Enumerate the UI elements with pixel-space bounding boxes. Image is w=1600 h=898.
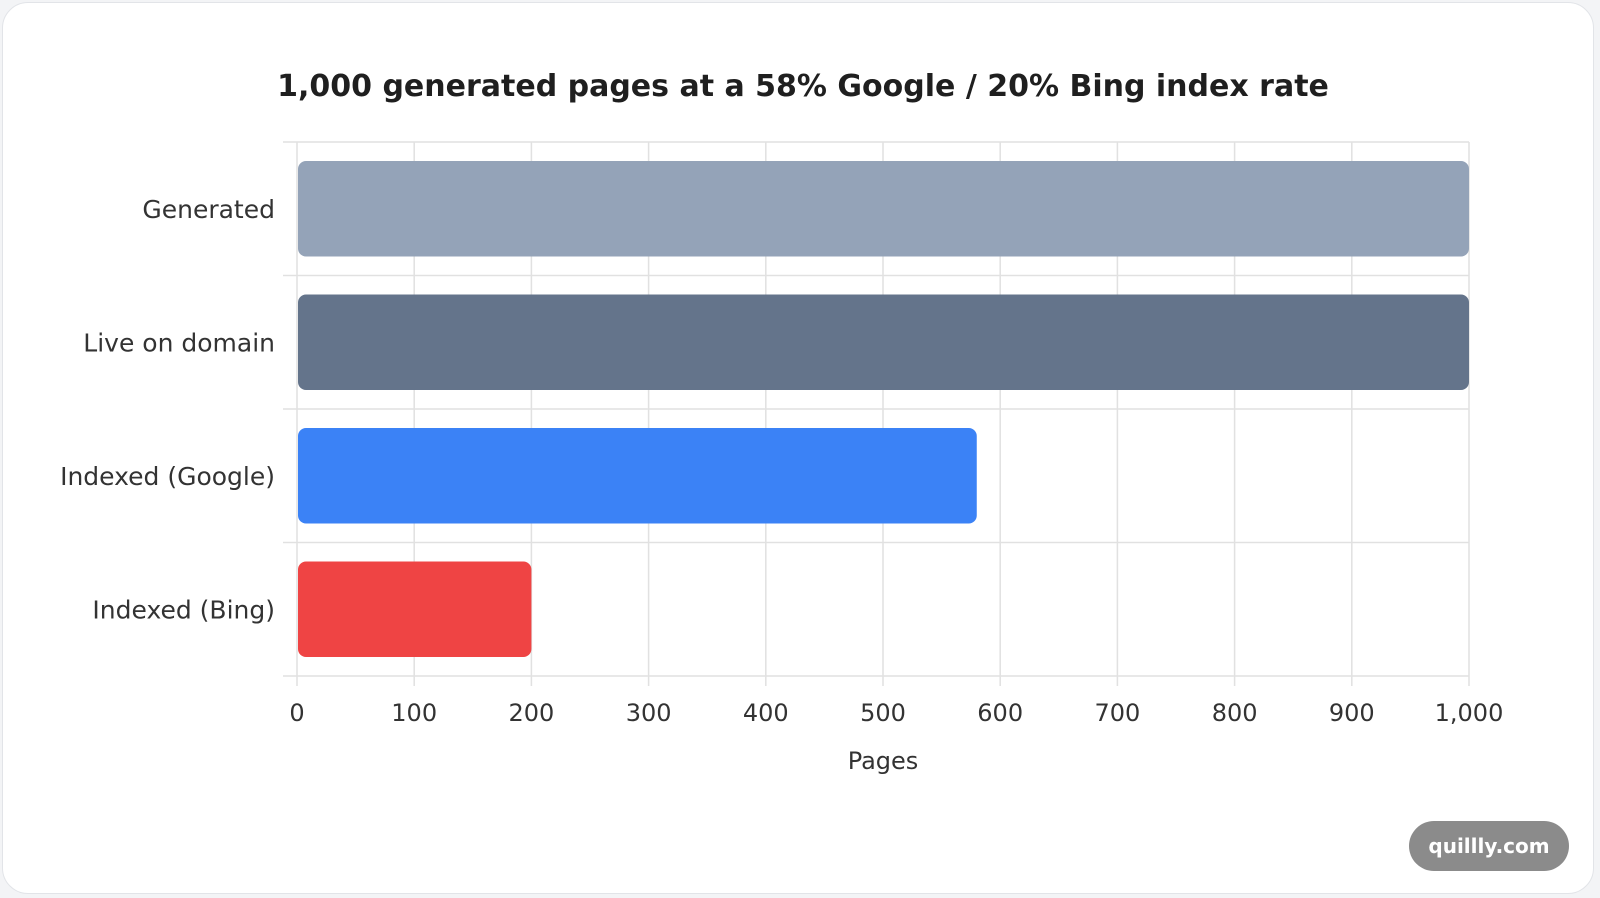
category-label: Generated xyxy=(142,195,275,224)
x-tick-label: 300 xyxy=(626,699,672,727)
x-tick-label: 900 xyxy=(1329,699,1375,727)
x-tick-label: 600 xyxy=(977,699,1023,727)
x-tick-label: 1,000 xyxy=(1435,699,1504,727)
x-axis-label: Pages xyxy=(848,747,919,775)
bar-indexed-bing[interactable] xyxy=(298,561,532,658)
x-tick-label: 700 xyxy=(1094,699,1140,727)
category-label: Indexed (Google) xyxy=(60,462,275,491)
category-labels: Generated Live on domain Indexed (Google) I… xyxy=(60,195,275,625)
x-tick-labels: 0 100 200 300 400 500 600 700 800 900 1,000 xyxy=(289,699,1503,727)
chart-title-text: 1,000 generated pages at a 58% Google / … xyxy=(277,69,1329,104)
x-tick-label: 400 xyxy=(743,699,789,727)
bar-indexed-google[interactable] xyxy=(298,428,977,524)
watermark-badge[interactable]: quillly.com xyxy=(1409,821,1569,871)
x-tick-label: 100 xyxy=(391,699,437,727)
bar-generated[interactable] xyxy=(298,161,1469,257)
x-tick-label: 200 xyxy=(508,699,554,727)
bar-chart: Generated Live on domain Indexed (Google) I… xyxy=(60,141,1503,775)
x-tick-label: 500 xyxy=(860,699,906,727)
bar-live-on-domain[interactable] xyxy=(298,294,1469,391)
category-label: Indexed (Bing) xyxy=(92,595,275,624)
x-tick-label: 0 xyxy=(289,699,304,727)
bars xyxy=(298,161,1469,657)
x-tick-label: 800 xyxy=(1212,699,1258,727)
chart-title: 1,000 generated pages at a 58% Google / … xyxy=(3,69,1600,104)
category-label: Live on domain xyxy=(83,328,275,357)
